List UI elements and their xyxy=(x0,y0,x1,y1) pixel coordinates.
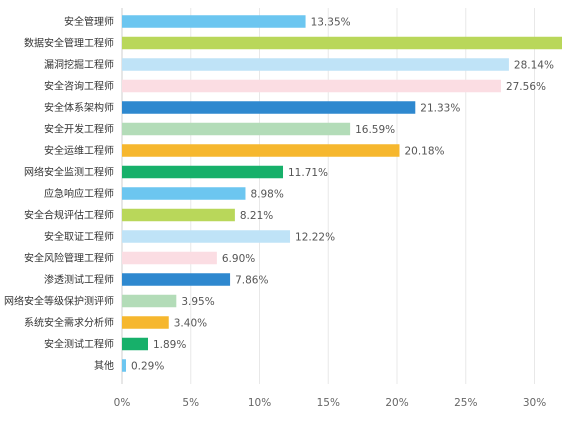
bar xyxy=(122,251,217,265)
data-label: 13.35% xyxy=(311,17,351,29)
x-tick-label: 10% xyxy=(248,397,271,409)
bar xyxy=(122,359,126,372)
category-label: 其他 xyxy=(94,359,114,372)
data-label: 3.40% xyxy=(174,318,207,330)
category-label: 安全管理师 xyxy=(64,15,114,28)
category-label: 漏洞挖掘工程师 xyxy=(44,58,114,71)
bar xyxy=(122,230,291,243)
category-label: 安全体系架构师 xyxy=(44,101,114,114)
bar xyxy=(122,208,235,222)
bar xyxy=(122,15,306,28)
data-label: 28.14% xyxy=(514,60,554,72)
data-label: 20.18% xyxy=(404,146,444,158)
value-labels: 13.35% 28.14% 27.56% 21.33% 16.59% 20.18% 11.7… xyxy=(131,17,554,373)
x-tick-label: 20% xyxy=(385,397,408,409)
x-tick-label: 15% xyxy=(317,397,340,409)
data-label: 1.89% xyxy=(153,339,186,351)
data-label: 8.98% xyxy=(250,189,283,201)
data-label: 12.22% xyxy=(295,232,335,244)
bar xyxy=(122,337,148,351)
bar xyxy=(122,122,351,136)
data-label: 6.90% xyxy=(222,253,255,265)
data-label: 7.86% xyxy=(235,275,268,287)
category-label: 安全咨询工程师 xyxy=(44,80,114,93)
bar xyxy=(122,144,400,157)
category-label: 渗透测试工程师 xyxy=(44,273,114,286)
bar xyxy=(122,165,284,179)
category-label: 安全风险管理工程师 xyxy=(24,252,114,265)
bar xyxy=(122,316,169,329)
data-label: 21.33% xyxy=(420,103,460,115)
data-label: 27.56% xyxy=(506,81,546,93)
x-axis-ticks: 0% 5% 10% 15% 20% 25% 30% xyxy=(114,397,547,409)
category-label: 安全开发工程师 xyxy=(44,123,114,136)
category-label: 安全取证工程师 xyxy=(44,230,114,243)
bar xyxy=(122,101,416,114)
bar xyxy=(122,273,231,286)
bar xyxy=(122,79,501,93)
category-label: 应急响应工程师 xyxy=(44,187,114,200)
x-tick-label: 0% xyxy=(114,397,131,409)
category-label: 安全合规评估工程师 xyxy=(24,209,114,222)
category-label: 网络安全监测工程师 xyxy=(24,166,114,179)
bar xyxy=(122,294,177,308)
data-label: 0.29% xyxy=(131,361,164,373)
data-label: 16.59% xyxy=(355,124,395,136)
x-tick-label: 30% xyxy=(523,397,546,409)
x-tick-label: 5% xyxy=(182,397,199,409)
category-label: 网络安全等级保护测评师 xyxy=(4,295,114,308)
data-label: 8.21% xyxy=(240,210,273,222)
category-labels: 安全管理师数据安全管理工程师漏洞挖掘工程师安全咨询工程师安全体系架构师安全开发工… xyxy=(4,15,114,372)
category-label: 系统安全需求分析师 xyxy=(24,316,114,329)
data-label: 11.71% xyxy=(288,167,328,179)
data-label: 3.95% xyxy=(181,296,214,308)
bar xyxy=(122,36,562,50)
category-label: 数据安全管理工程师 xyxy=(24,37,114,50)
x-tick-label: 25% xyxy=(454,397,477,409)
category-label: 安全运维工程师 xyxy=(44,144,114,157)
bar xyxy=(122,58,509,71)
bars xyxy=(122,15,562,372)
category-label: 安全测试工程师 xyxy=(44,338,114,351)
bar xyxy=(122,187,246,200)
